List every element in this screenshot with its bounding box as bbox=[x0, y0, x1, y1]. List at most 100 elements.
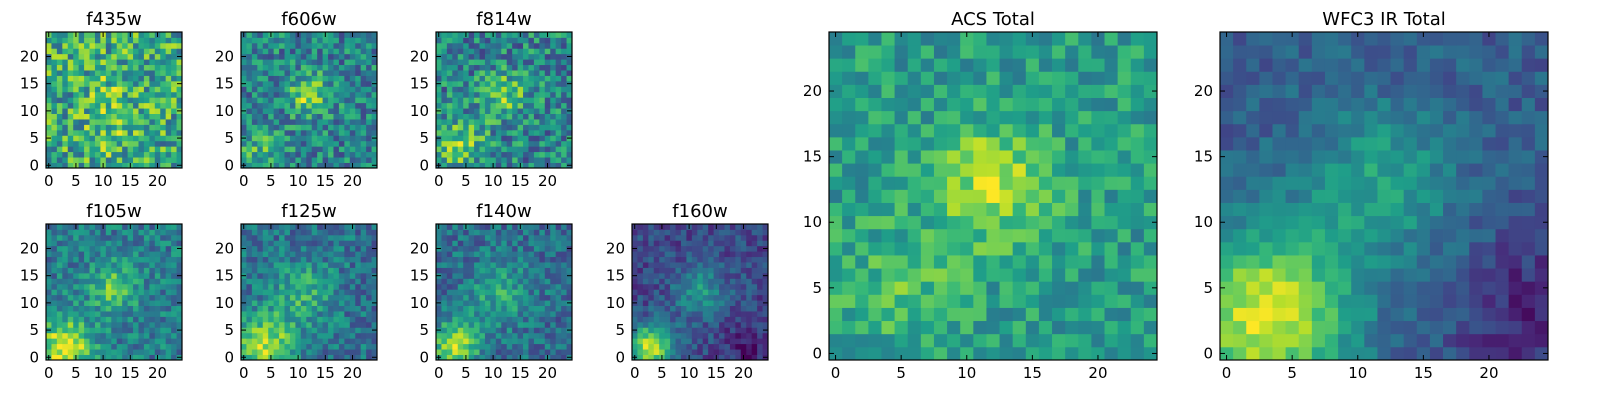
heatmap-cell bbox=[149, 135, 156, 142]
heatmap-cell bbox=[506, 332, 513, 339]
heatmap-cell bbox=[484, 283, 491, 290]
heatmap-cell bbox=[84, 108, 90, 114]
heatmap-cell bbox=[127, 91, 134, 98]
heatmap-cell bbox=[268, 70, 275, 76]
heatmap-cell bbox=[855, 281, 869, 295]
heatmap-cell bbox=[317, 321, 323, 328]
heatmap-cell bbox=[561, 267, 567, 274]
heatmap-cell bbox=[441, 91, 448, 98]
heatmap-cell bbox=[506, 124, 513, 131]
heatmap-cell bbox=[533, 64, 540, 71]
heatmap-cell bbox=[702, 349, 709, 355]
heatmap-cell bbox=[751, 294, 758, 301]
heatmap-cell bbox=[468, 316, 475, 323]
heatmap-cell bbox=[62, 300, 69, 306]
heatmap-cell bbox=[344, 283, 351, 290]
heatmap-cell bbox=[457, 135, 464, 142]
heatmap-cell bbox=[371, 124, 378, 131]
heatmap-cell bbox=[138, 59, 145, 66]
heatmap-cell bbox=[176, 316, 183, 323]
heatmap-cell bbox=[479, 354, 486, 361]
heatmap-cell bbox=[355, 294, 362, 301]
heatmap-cell bbox=[246, 354, 253, 361]
heatmap-cell bbox=[933, 333, 948, 348]
heatmap-cell bbox=[262, 278, 269, 285]
heatmap-cell bbox=[441, 151, 448, 158]
heatmap-cell bbox=[501, 37, 508, 44]
heatmap-cell bbox=[311, 283, 318, 290]
heatmap-cell bbox=[523, 32, 529, 38]
heatmap-cell bbox=[268, 234, 275, 241]
heatmap-cell bbox=[484, 272, 491, 279]
heatmap-cell bbox=[441, 75, 448, 82]
x-tick-label: 5 bbox=[71, 172, 81, 190]
heatmap-cell bbox=[544, 64, 551, 71]
heatmap-cell bbox=[149, 113, 156, 120]
heatmap-cell bbox=[446, 59, 453, 66]
heatmap-cell bbox=[555, 289, 562, 296]
heatmap-cell bbox=[317, 91, 323, 98]
heatmap-cell bbox=[133, 332, 139, 339]
heatmap-cell bbox=[279, 129, 285, 136]
heatmap-cell bbox=[1052, 189, 1066, 203]
heatmap-cell bbox=[757, 294, 763, 301]
heatmap-cell bbox=[999, 202, 1014, 217]
heatmap-cell bbox=[986, 281, 1000, 295]
heatmap-cell bbox=[349, 70, 356, 76]
heatmap-cell bbox=[360, 48, 367, 55]
heatmap-cell bbox=[241, 97, 247, 104]
heatmap-cell bbox=[322, 53, 329, 60]
heatmap-cell bbox=[338, 338, 345, 345]
heatmap-cell bbox=[322, 102, 329, 109]
heatmap-cell bbox=[366, 108, 372, 114]
heatmap-cell bbox=[51, 262, 58, 268]
heatmap-cell bbox=[746, 294, 753, 301]
heatmap-cell bbox=[171, 267, 177, 274]
y-tick-label: 5 bbox=[224, 129, 234, 147]
heatmap-cell bbox=[262, 349, 269, 355]
heatmap-cell bbox=[1091, 320, 1105, 335]
heatmap-cell bbox=[251, 332, 258, 339]
heatmap-cell bbox=[100, 48, 107, 55]
heatmap-cell bbox=[637, 229, 644, 236]
heatmap-cell bbox=[73, 278, 80, 285]
heatmap-cell bbox=[632, 349, 638, 355]
heatmap-cell bbox=[920, 346, 935, 361]
heatmap-cell bbox=[920, 163, 935, 177]
heatmap-cell bbox=[56, 343, 63, 350]
heatmap-cell bbox=[154, 272, 161, 279]
heatmap-cell bbox=[512, 108, 518, 114]
heatmap-cell bbox=[1091, 163, 1105, 177]
heatmap-cell bbox=[105, 305, 112, 312]
heatmap-cell bbox=[544, 91, 551, 98]
heatmap-cell bbox=[675, 327, 682, 334]
heatmap-cell bbox=[154, 267, 161, 274]
heatmap-cell bbox=[122, 37, 128, 44]
heatmap-cell bbox=[528, 224, 535, 230]
heatmap-cell bbox=[495, 283, 502, 290]
heatmap-cell bbox=[111, 311, 118, 317]
heatmap-cell bbox=[751, 338, 758, 345]
heatmap-cell bbox=[479, 289, 486, 296]
heatmap-cell bbox=[306, 267, 313, 274]
heatmap-cell bbox=[452, 86, 459, 93]
heatmap-cell bbox=[479, 97, 486, 104]
heatmap-cell bbox=[100, 278, 107, 285]
heatmap-cell bbox=[328, 229, 334, 236]
heatmap-cell bbox=[251, 234, 258, 241]
heatmap-cell bbox=[241, 140, 247, 147]
heatmap-cell bbox=[528, 338, 535, 345]
heatmap-cell bbox=[457, 354, 464, 361]
heatmap-cell bbox=[675, 316, 682, 323]
heatmap-cell bbox=[111, 256, 118, 263]
heatmap-cell bbox=[279, 75, 285, 82]
heatmap-cell bbox=[84, 32, 90, 38]
heatmap-cell bbox=[268, 151, 275, 158]
heatmap-cell bbox=[907, 333, 922, 348]
heatmap-cell bbox=[111, 283, 118, 290]
heatmap-cell bbox=[1143, 228, 1158, 243]
heatmap-cell bbox=[89, 113, 96, 120]
heatmap-cell bbox=[468, 224, 475, 230]
heatmap-cell bbox=[517, 300, 524, 306]
heatmap-cell bbox=[539, 316, 546, 323]
